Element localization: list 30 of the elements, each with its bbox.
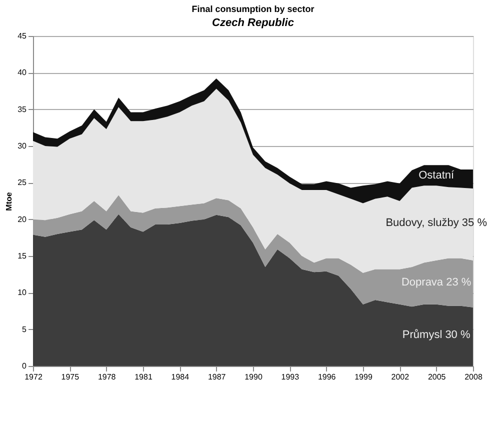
x-tick-label: 1987 <box>208 372 226 382</box>
y-tick-label: 10 <box>18 288 28 298</box>
y-axis-title: Mtoe <box>4 192 14 211</box>
y-tick-label: 40 <box>18 68 28 78</box>
series-label: Doprava 23 % <box>401 276 472 288</box>
x-tick-label: 1990 <box>244 372 263 382</box>
series-label: Průmysl 30 % <box>402 329 470 342</box>
x-tick-label: 1978 <box>98 372 116 382</box>
x-tick-label: 1972 <box>24 372 43 382</box>
x-tick-label: 1981 <box>134 372 153 382</box>
x-tick-label: 1975 <box>61 372 80 382</box>
x-tick-label: 1996 <box>318 372 336 382</box>
y-tick-label: 5 <box>22 324 28 334</box>
x-tick-label: 1984 <box>171 372 190 382</box>
series-label: Budovy, služby 35 % <box>386 217 488 229</box>
y-tick-label: 45 <box>18 32 28 40</box>
x-tick-label: 2008 <box>464 372 483 382</box>
chart-title: Final consumption by sector <box>192 4 315 14</box>
chart-subtitle: Czech Republic <box>212 17 294 29</box>
x-tick-label: 2002 <box>391 372 410 382</box>
y-tick-label: 30 <box>18 142 28 150</box>
y-tick-label: 15 <box>18 252 28 260</box>
y-tick-label: 35 <box>18 104 28 114</box>
y-tick-label: 0 <box>22 362 28 370</box>
series-label: Ostatní <box>418 169 456 182</box>
x-tick-label: 1999 <box>354 372 373 382</box>
x-tick-label: 2005 <box>428 372 446 382</box>
y-tick-label: 20 <box>18 214 28 224</box>
y-tick-label: 25 <box>18 178 28 188</box>
x-tick-label: 1993 <box>281 372 300 382</box>
